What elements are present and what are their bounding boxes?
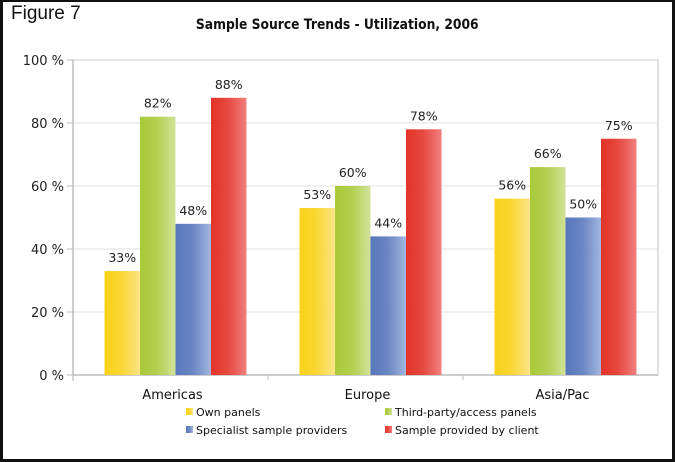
bar: [601, 138, 637, 375]
bar: [104, 271, 140, 375]
bar: [211, 97, 247, 376]
category-label: Europe: [345, 388, 391, 403]
category-label: Asia/Pac: [536, 388, 590, 403]
data-label: 75%: [605, 118, 633, 133]
legend-swatch: [385, 408, 392, 415]
bar: [370, 236, 406, 375]
y-tick-label: 0 %: [39, 369, 64, 384]
legend-label: Own panels: [196, 406, 261, 419]
data-label: 56%: [498, 178, 526, 193]
bar: [175, 223, 211, 375]
bars: [104, 97, 637, 376]
legend-item: Own panels: [186, 406, 261, 419]
legend-item: Specialist sample providers: [186, 424, 348, 437]
legend-label: Specialist sample providers: [196, 424, 348, 437]
legend-label: Third-party/access panels: [394, 406, 537, 419]
bar: [494, 198, 530, 375]
y-tick-label: 80 %: [31, 117, 64, 132]
bar: [140, 116, 176, 375]
category-label: Americas: [142, 388, 203, 403]
data-label: 66%: [534, 146, 562, 161]
bar: [299, 208, 335, 375]
bar: [565, 217, 601, 375]
data-label: 88%: [215, 77, 243, 92]
data-labels: 33% 82% 48% 88% 53% 60% 44% 78% 56% 66% 50% 75%: [108, 77, 632, 265]
chart-title: Sample Source Trends - Utilization, 2006: [195, 17, 479, 33]
y-tick-label: 20 %: [31, 306, 64, 321]
figure-label: Figure 7: [11, 3, 81, 24]
legend: Own panels Third-party/access panels Speci…: [186, 406, 539, 437]
data-label: 50%: [569, 197, 597, 212]
legend-swatch: [186, 408, 193, 415]
bar: [335, 186, 371, 375]
data-label: 44%: [374, 215, 402, 230]
data-label: 78%: [410, 108, 438, 123]
bar: [406, 129, 442, 375]
data-label: 60%: [339, 165, 367, 180]
legend-swatch: [385, 426, 392, 433]
data-label: 82%: [144, 96, 172, 111]
y-tick-label: 40 %: [31, 243, 64, 258]
data-label: 33%: [108, 250, 136, 265]
legend-label: Sample provided by client: [395, 424, 539, 437]
legend-item: Sample provided by client: [385, 424, 539, 437]
data-label: 53%: [303, 187, 331, 202]
y-tick-label: 60 %: [31, 180, 64, 195]
bar: [530, 167, 566, 375]
y-tick-label: 100 %: [23, 54, 64, 69]
legend-swatch: [186, 426, 193, 433]
legend-item: Third-party/access panels: [385, 406, 537, 419]
data-label: 48%: [179, 203, 207, 218]
